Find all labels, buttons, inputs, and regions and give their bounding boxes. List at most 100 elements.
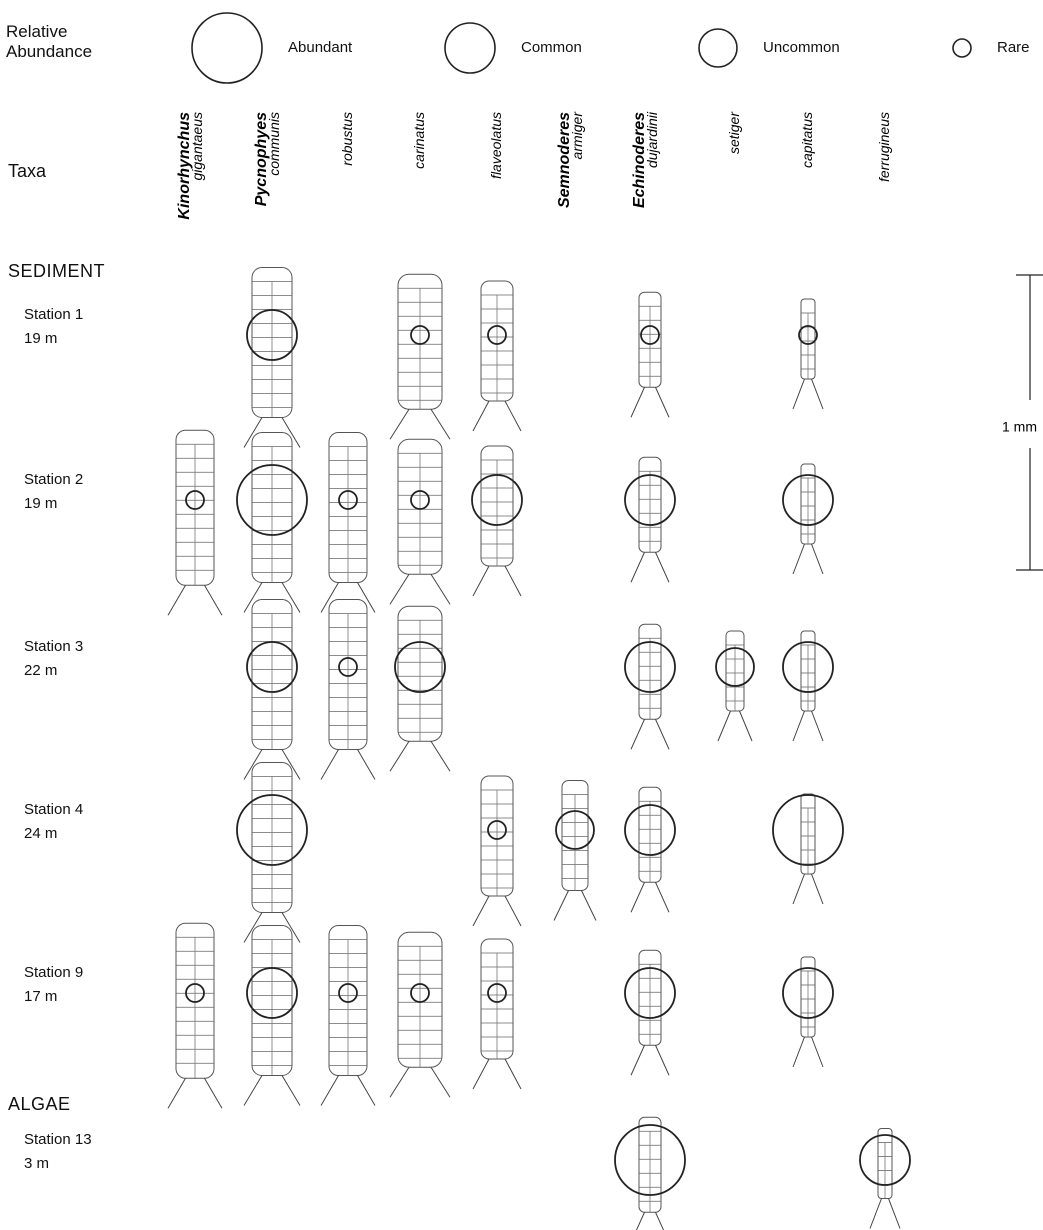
- taxon-species: capitatus: [799, 112, 815, 168]
- legend-label: Common: [521, 39, 582, 56]
- taxon-species: setiger: [726, 111, 742, 154]
- taxon-genus: Kinorhynchus: [176, 112, 193, 220]
- taxon-species: gigantaeus: [189, 112, 205, 181]
- abundance-circle: [487, 325, 507, 345]
- animal-drawing: [320, 925, 376, 1106]
- animal-drawing: [630, 291, 670, 418]
- taxon-genus: Echinoderes: [631, 112, 648, 208]
- animal-drawing: [792, 298, 824, 410]
- taxon-species: armiger: [569, 111, 585, 160]
- animal-drawing: [869, 1128, 901, 1229]
- animal-spines: [792, 543, 824, 575]
- abundance-circle: [410, 983, 430, 1003]
- taxon-genus: Semnoderes: [556, 112, 573, 208]
- taxon-species: flaveolatus: [488, 112, 504, 179]
- taxon-species: carinatus: [411, 112, 427, 169]
- animal-spines: [167, 1077, 223, 1109]
- animal-drawing: [243, 432, 301, 613]
- animal-drawing: [243, 599, 301, 780]
- abundance-circle: [782, 641, 834, 693]
- legend-label: Rare: [997, 39, 1030, 56]
- animal-drawing: [243, 925, 301, 1106]
- animal-spines: [243, 582, 301, 613]
- animal-drawing: [630, 456, 670, 583]
- animal-drawing: [635, 1116, 665, 1230]
- abundance-circle: [624, 967, 676, 1019]
- animal-spines: [167, 584, 223, 616]
- abundance-circle: [624, 641, 676, 693]
- animal-drawing: [792, 793, 824, 905]
- station-depth: 3 m: [24, 1155, 50, 1172]
- abundance-circle: [624, 804, 676, 856]
- abundance-circle: [624, 474, 676, 526]
- abundance-circle: [782, 967, 834, 1019]
- station-depth: 17 m: [24, 988, 58, 1005]
- animal-spines: [630, 552, 670, 583]
- abundance-circle: [487, 983, 507, 1003]
- animal-spines: [243, 1075, 301, 1106]
- group-label: SEDIMENT: [8, 261, 106, 281]
- station-name: Station 9: [24, 964, 84, 981]
- animal-spines: [792, 378, 824, 410]
- animal-drawing: [630, 949, 670, 1076]
- animal-spines: [792, 1036, 824, 1068]
- legend-circle: [444, 22, 496, 74]
- abundance-circle: [246, 641, 298, 693]
- taxa-label: Taxa: [8, 161, 47, 181]
- legend-circle: [698, 28, 738, 68]
- abundance-circle: [338, 490, 358, 510]
- abundance-circle: [471, 474, 523, 526]
- animal-spines: [320, 1075, 376, 1106]
- abundance-circle: [338, 983, 358, 1003]
- animal-drawing: [630, 623, 670, 750]
- abundance-circle: [782, 474, 834, 526]
- abundance-circle: [185, 490, 205, 510]
- animal-spines: [243, 912, 301, 943]
- animal-drawing: [792, 463, 824, 575]
- animal-spines: [472, 400, 522, 432]
- animal-drawing: [243, 267, 301, 448]
- animal-spines: [320, 582, 376, 613]
- station-depth: 19 m: [24, 495, 58, 512]
- abundance-circle: [410, 490, 430, 510]
- animal-drawing: [792, 630, 824, 742]
- station-name: Station 3: [24, 638, 84, 655]
- animal-spines: [243, 749, 301, 780]
- animal-drawing: [553, 780, 597, 921]
- animal-spines: [553, 890, 597, 921]
- abundance-circle: [185, 983, 205, 1003]
- animal-spines: [389, 1066, 451, 1098]
- animal-drawing: [472, 775, 522, 927]
- animal-drawing: [717, 630, 753, 742]
- animal-drawing: [389, 438, 451, 605]
- abundance-circle: [640, 325, 660, 345]
- animal-drawing: [792, 956, 824, 1068]
- abundance-circle: [772, 794, 844, 866]
- animal-spines: [389, 573, 451, 605]
- animal-drawing: [630, 786, 670, 913]
- animal-spines: [792, 873, 824, 905]
- animal-spines: [472, 565, 522, 597]
- taxon-species: robustus: [339, 112, 355, 166]
- station-depth: 22 m: [24, 662, 58, 679]
- animal-drawing: [320, 432, 376, 613]
- abundance-circle: [555, 810, 595, 850]
- animal-drawing: [320, 599, 376, 780]
- abundance-circle: [394, 641, 446, 693]
- animal-spines: [243, 417, 301, 448]
- station-name: Station 13: [24, 1131, 92, 1148]
- animal-drawing: [389, 605, 451, 772]
- station-depth: 24 m: [24, 825, 58, 842]
- station-depth: 19 m: [24, 330, 58, 347]
- animal-spines: [472, 895, 522, 927]
- animal-spines: [472, 1058, 522, 1090]
- animal-drawing: [472, 280, 522, 432]
- taxon-species: communis: [266, 112, 282, 176]
- station-name: Station 2: [24, 471, 84, 488]
- legend-circle: [191, 12, 263, 84]
- animal-spines: [630, 882, 670, 913]
- animal-spines: [717, 710, 753, 742]
- animal-spines: [635, 1212, 665, 1230]
